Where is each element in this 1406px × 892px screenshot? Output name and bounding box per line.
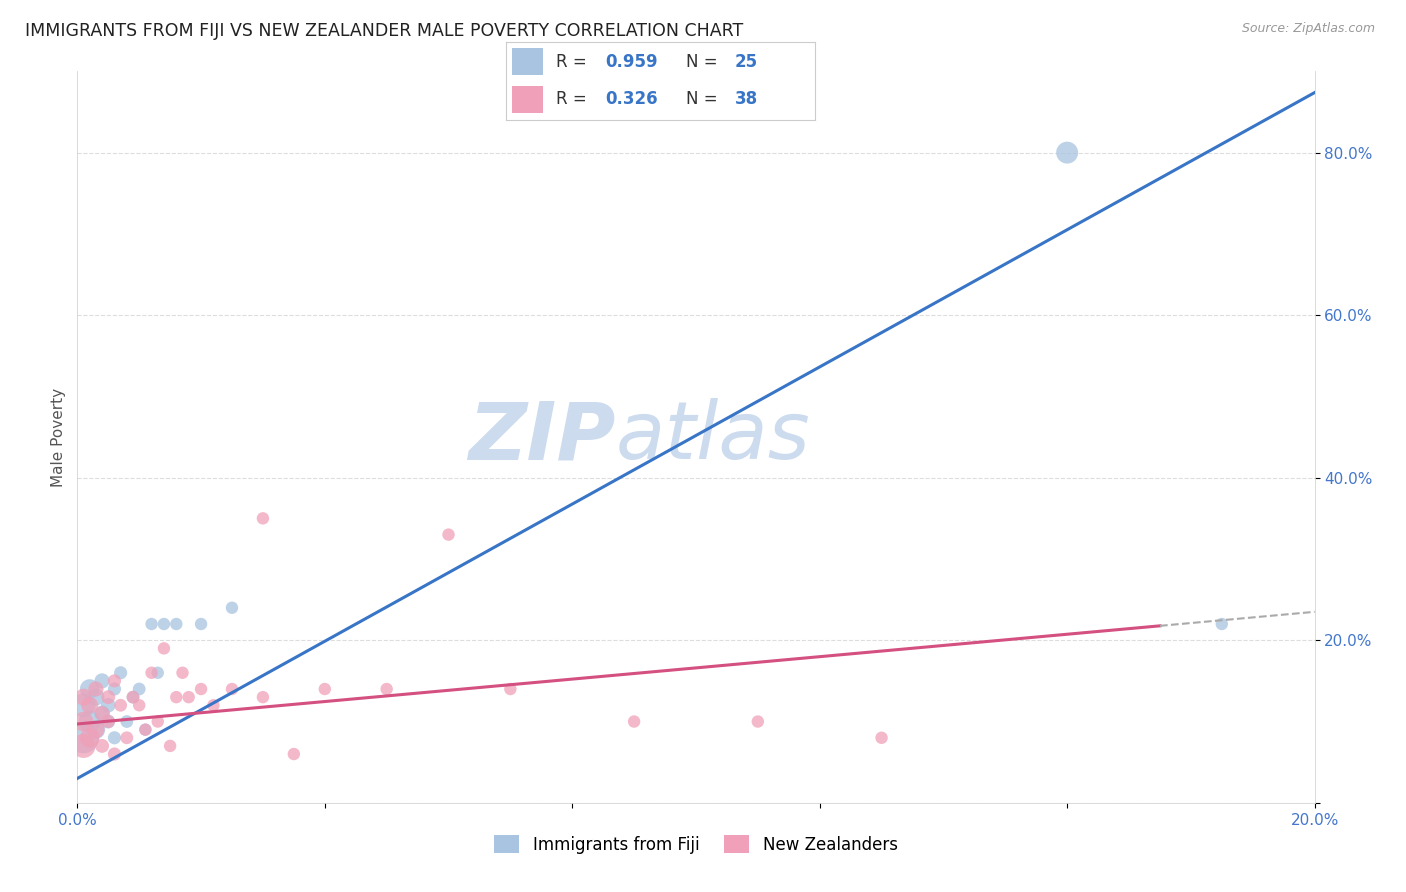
- Point: [623, 714, 645, 729]
- Point: [84, 723, 107, 737]
- Point: [141, 617, 163, 632]
- Point: [221, 681, 243, 696]
- Point: [314, 681, 336, 696]
- Text: R =: R =: [555, 90, 592, 108]
- Text: 38: 38: [735, 90, 758, 108]
- Point: [72, 731, 94, 745]
- Point: [437, 527, 460, 541]
- Point: [190, 617, 212, 632]
- Point: [1211, 617, 1233, 632]
- Point: [79, 731, 101, 745]
- Y-axis label: Male Poverty: Male Poverty: [51, 387, 66, 487]
- Point: [122, 690, 145, 705]
- Point: [153, 641, 176, 656]
- Point: [283, 747, 305, 761]
- Point: [153, 617, 176, 632]
- Point: [79, 698, 101, 713]
- Point: [103, 731, 125, 745]
- Point: [159, 739, 181, 753]
- Point: [72, 690, 94, 705]
- Point: [79, 714, 101, 729]
- Point: [84, 690, 107, 705]
- Point: [499, 681, 522, 696]
- Point: [747, 714, 769, 729]
- Text: ZIP: ZIP: [468, 398, 616, 476]
- Point: [97, 698, 120, 713]
- Point: [1056, 145, 1078, 160]
- Point: [91, 739, 114, 753]
- Point: [177, 690, 200, 705]
- Point: [221, 600, 243, 615]
- Point: [146, 714, 169, 729]
- Bar: [512, 48, 543, 75]
- Point: [870, 731, 893, 745]
- Point: [91, 706, 114, 721]
- Point: [103, 673, 125, 688]
- Text: N =: N =: [686, 53, 723, 70]
- Point: [115, 714, 138, 729]
- Text: 0.959: 0.959: [605, 53, 658, 70]
- Point: [103, 747, 125, 761]
- Point: [84, 723, 107, 737]
- Point: [172, 665, 194, 680]
- Point: [134, 723, 156, 737]
- Point: [128, 698, 150, 713]
- Text: 25: 25: [735, 53, 758, 70]
- Point: [141, 665, 163, 680]
- Point: [375, 681, 398, 696]
- Point: [97, 714, 120, 729]
- Text: 0.326: 0.326: [605, 90, 658, 108]
- Bar: [512, 86, 543, 112]
- Text: IMMIGRANTS FROM FIJI VS NEW ZEALANDER MALE POVERTY CORRELATION CHART: IMMIGRANTS FROM FIJI VS NEW ZEALANDER MA…: [25, 22, 744, 40]
- Point: [110, 698, 132, 713]
- Point: [110, 665, 132, 680]
- Point: [122, 690, 145, 705]
- Point: [190, 681, 212, 696]
- Point: [84, 681, 107, 696]
- Point: [252, 690, 274, 705]
- Text: atlas: atlas: [616, 398, 810, 476]
- Point: [103, 681, 125, 696]
- Point: [202, 698, 225, 713]
- Legend: Immigrants from Fiji, New Zealanders: Immigrants from Fiji, New Zealanders: [488, 829, 904, 860]
- Point: [252, 511, 274, 525]
- Point: [146, 665, 169, 680]
- Point: [134, 723, 156, 737]
- Text: Source: ZipAtlas.com: Source: ZipAtlas.com: [1241, 22, 1375, 36]
- Point: [165, 690, 187, 705]
- Point: [91, 706, 114, 721]
- Point: [97, 690, 120, 705]
- Point: [97, 714, 120, 729]
- Point: [72, 714, 94, 729]
- Point: [72, 698, 94, 713]
- Point: [79, 681, 101, 696]
- Point: [91, 673, 114, 688]
- Point: [72, 739, 94, 753]
- Text: R =: R =: [555, 53, 592, 70]
- Point: [115, 731, 138, 745]
- Text: N =: N =: [686, 90, 723, 108]
- Point: [128, 681, 150, 696]
- Point: [165, 617, 187, 632]
